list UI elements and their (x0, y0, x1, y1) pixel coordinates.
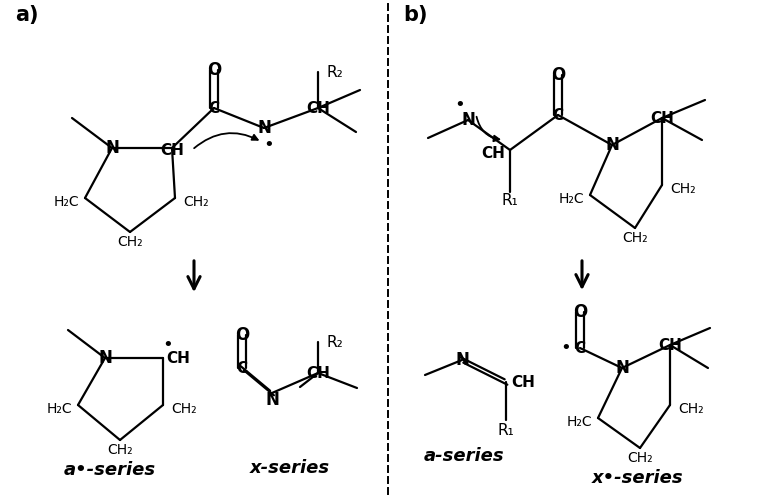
Text: b): b) (403, 5, 428, 25)
Text: CH₂: CH₂ (678, 402, 704, 416)
Text: R₁: R₁ (497, 422, 514, 438)
Text: CH: CH (658, 338, 682, 353)
Text: C: C (553, 108, 563, 123)
Text: CH: CH (650, 111, 674, 125)
Text: a-series: a-series (424, 447, 504, 465)
Text: N: N (105, 139, 119, 157)
Text: R₁: R₁ (501, 193, 518, 208)
Text: x•-series: x•-series (592, 469, 684, 487)
Text: H₂C: H₂C (47, 402, 72, 416)
Text: R₂: R₂ (326, 335, 343, 350)
Text: a•-series: a•-series (64, 461, 156, 479)
Text: N: N (461, 111, 475, 129)
Text: CH: CH (511, 374, 535, 389)
Text: CH₂: CH₂ (117, 235, 143, 249)
Text: CH₂: CH₂ (670, 182, 695, 196)
Text: O: O (551, 66, 565, 84)
Text: C: C (574, 341, 586, 356)
Text: •: • (264, 136, 275, 154)
Text: CH₂: CH₂ (627, 451, 653, 465)
Text: H₂C: H₂C (54, 195, 79, 209)
Text: CH₂: CH₂ (183, 195, 209, 209)
Text: N: N (455, 351, 469, 369)
Text: N: N (98, 349, 112, 367)
Text: •: • (163, 336, 173, 354)
Text: R₂: R₂ (326, 65, 343, 80)
Text: C: C (237, 361, 248, 375)
Text: CH: CH (166, 351, 190, 366)
Text: •: • (560, 339, 571, 357)
Text: O: O (207, 61, 221, 79)
Text: CH₂: CH₂ (622, 231, 648, 245)
Text: CH: CH (160, 142, 184, 157)
Text: a): a) (15, 5, 39, 25)
Text: N: N (605, 136, 619, 154)
Text: N: N (265, 391, 279, 409)
Text: CH: CH (481, 145, 505, 160)
FancyArrowPatch shape (194, 133, 258, 148)
Text: CH₂: CH₂ (107, 443, 133, 457)
Text: O: O (573, 303, 587, 321)
Text: C: C (209, 101, 220, 116)
Text: H₂C: H₂C (559, 192, 584, 206)
Text: •: • (455, 96, 466, 114)
Text: H₂C: H₂C (566, 415, 592, 429)
Text: CH: CH (306, 101, 330, 116)
FancyArrowPatch shape (476, 117, 499, 141)
Text: N: N (615, 359, 629, 377)
Text: O: O (235, 326, 249, 344)
Text: N: N (257, 119, 271, 137)
Text: CH: CH (306, 366, 330, 380)
Text: x-series: x-series (250, 459, 330, 477)
Text: CH₂: CH₂ (171, 402, 196, 416)
